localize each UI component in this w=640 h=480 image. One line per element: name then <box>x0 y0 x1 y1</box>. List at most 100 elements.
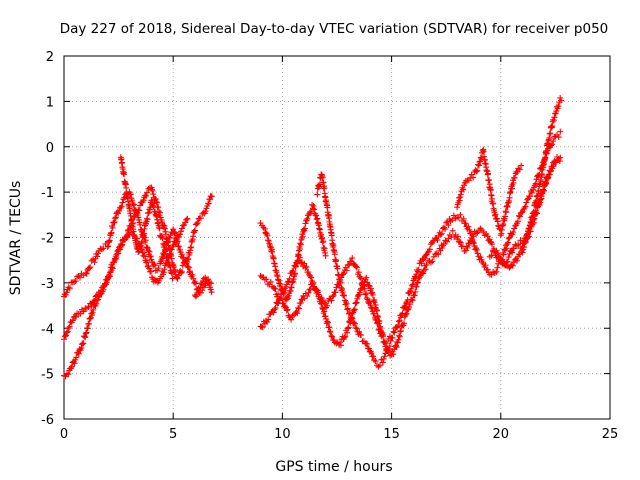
data-point <box>62 332 69 339</box>
data-point <box>374 320 381 327</box>
data-point <box>408 285 415 292</box>
data-point <box>182 219 189 226</box>
data-point <box>178 268 185 275</box>
data-point <box>383 340 390 347</box>
data-point <box>426 246 433 253</box>
data-point <box>457 191 464 198</box>
data-point <box>344 306 351 313</box>
data-point <box>401 320 408 327</box>
data-point <box>440 242 447 249</box>
data-point <box>144 216 151 223</box>
data-point <box>439 245 446 252</box>
data-point <box>355 269 362 276</box>
data-point <box>345 324 352 331</box>
data-point <box>368 285 375 292</box>
x-tick-label: 0 <box>60 427 68 442</box>
data-point <box>192 280 199 287</box>
data-point <box>119 199 126 206</box>
data-point <box>518 209 525 216</box>
data-point <box>61 336 67 343</box>
data-point <box>334 265 341 272</box>
y-tick-label: 2 <box>46 50 54 65</box>
data-point <box>505 239 512 246</box>
data-point <box>363 295 370 302</box>
data-point <box>261 225 268 232</box>
data-point <box>166 235 173 242</box>
data-point <box>551 158 558 165</box>
data-point <box>270 309 277 316</box>
y-tick-label: -5 <box>41 368 54 383</box>
data-point <box>66 285 73 292</box>
data-point <box>264 232 271 239</box>
data-point <box>395 336 402 343</box>
data-point <box>479 147 486 154</box>
data-point <box>81 333 88 340</box>
data-point <box>73 313 80 320</box>
data-point <box>349 315 356 322</box>
data-point <box>100 245 107 252</box>
data-point <box>482 262 489 269</box>
data-point <box>295 304 302 311</box>
data-point <box>65 371 72 378</box>
data-point <box>386 343 393 350</box>
data-point <box>371 310 378 317</box>
data-point <box>381 353 388 360</box>
x-axis-title: GPS time / hours <box>275 459 392 475</box>
data-point <box>516 213 523 220</box>
data-point <box>150 203 157 210</box>
data-point <box>435 251 442 258</box>
data-point <box>178 228 184 235</box>
data-point <box>511 225 518 232</box>
data-point <box>477 154 484 161</box>
data-point <box>88 303 95 310</box>
data-point <box>168 270 175 277</box>
series-trace-h <box>257 201 329 303</box>
data-point <box>396 333 403 340</box>
data-point <box>199 281 206 288</box>
data-point <box>466 226 473 233</box>
data-point <box>103 281 110 288</box>
data-point <box>164 254 171 261</box>
data-point <box>185 264 192 271</box>
data-point <box>155 265 162 272</box>
data-point <box>283 307 290 314</box>
data-point <box>97 291 104 298</box>
data-point <box>372 358 379 365</box>
data-point <box>494 215 501 222</box>
data-point <box>135 248 142 255</box>
data-point <box>324 319 331 326</box>
data-point <box>82 334 89 341</box>
data-point <box>351 306 358 313</box>
data-point <box>406 301 413 308</box>
data-point <box>493 268 500 275</box>
data-point <box>498 256 505 263</box>
data-point <box>259 324 266 331</box>
data-point <box>371 299 378 306</box>
data-point <box>449 217 456 224</box>
data-point <box>169 275 176 282</box>
data-point <box>69 317 76 324</box>
data-point <box>276 296 283 303</box>
data-point <box>464 244 471 251</box>
data-point <box>343 300 350 307</box>
data-point <box>462 220 469 227</box>
data-point <box>94 253 101 260</box>
data-point <box>313 212 320 219</box>
data-point <box>404 306 411 313</box>
data-point <box>379 359 386 366</box>
data-point <box>131 213 138 220</box>
data-point <box>457 211 464 218</box>
data-point <box>85 303 92 310</box>
data-point <box>148 268 155 275</box>
data-point <box>275 276 282 283</box>
data-point <box>357 274 364 281</box>
data-point <box>150 261 157 268</box>
data-point <box>151 262 158 269</box>
data-point <box>284 306 291 313</box>
data-point <box>123 184 130 191</box>
data-point <box>390 328 397 335</box>
data-point <box>304 215 311 222</box>
data-points <box>61 94 565 380</box>
data-point <box>392 342 399 349</box>
data-point <box>486 176 493 183</box>
